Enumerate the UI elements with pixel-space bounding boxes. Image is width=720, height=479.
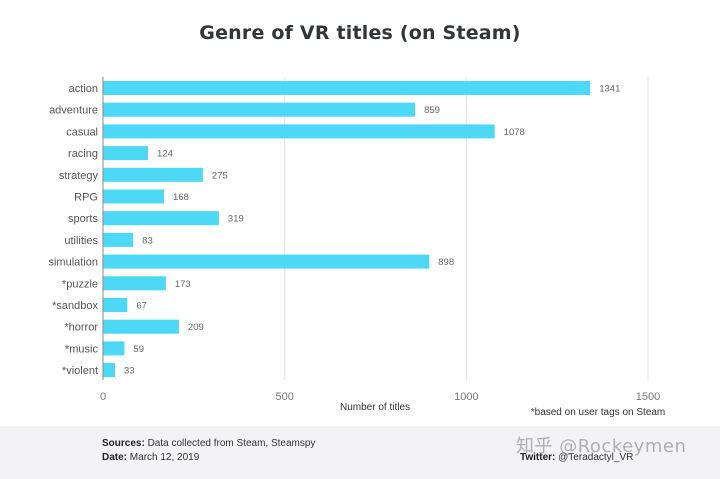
value-label: 898 — [438, 257, 454, 268]
bar-casual — [103, 124, 495, 139]
value-label: 124 — [157, 149, 173, 160]
value-labels: 1341 859 1078 124 275 168 319 83 898 173 67 209 59 33 — [124, 84, 620, 377]
bars — [103, 81, 591, 378]
value-label: 83 — [142, 235, 153, 246]
category-label: utilities — [64, 235, 98, 247]
gridlines — [284, 77, 649, 380]
value-label: 59 — [133, 344, 144, 355]
bar-adventure — [103, 102, 416, 117]
bar-racing — [103, 146, 149, 161]
twitter-handle: @Teradactyl_VR — [558, 452, 634, 463]
bar-violent — [103, 363, 115, 378]
category-labels: action adventure casual racing strategy RPG sp… — [48, 83, 98, 377]
bar-simulation — [103, 254, 430, 269]
sources-text: Data collected from Steam, Steamspy — [147, 438, 316, 449]
x-tick-label: 1500 — [636, 391, 660, 403]
value-label: 67 — [136, 301, 147, 312]
category-label: *sandbox — [52, 300, 98, 312]
value-label: 168 — [173, 192, 189, 203]
sources-line: Sources: Data collected from Steam, Stea… — [102, 438, 315, 449]
x-axis-title: Number of titles — [340, 402, 410, 413]
footnote: *based on user tags on Steam — [531, 407, 666, 418]
x-tick-label: 1000 — [454, 391, 478, 403]
bar-sports — [103, 211, 219, 226]
bar-utilities — [103, 232, 134, 247]
date-label: Date: — [102, 452, 128, 463]
category-label: *music — [65, 343, 99, 355]
twitter-label: Twitter: — [520, 452, 556, 463]
value-label: 1078 — [504, 127, 525, 138]
date-text: March 12, 2019 — [129, 452, 200, 463]
bar-music — [103, 341, 125, 356]
category-label: strategy — [59, 170, 99, 182]
sources-label: Sources: — [102, 438, 145, 449]
value-label: 33 — [124, 366, 135, 377]
x-tick-label: 500 — [275, 391, 293, 403]
value-label: 319 — [228, 214, 244, 225]
x-tick-labels: 0 500 1000 1500 — [100, 391, 660, 403]
category-label: *violent — [62, 365, 98, 377]
bar-horror — [103, 319, 179, 334]
category-label: simulation — [48, 257, 98, 269]
date-line: Date: March 12, 2019 — [102, 452, 199, 463]
category-label: sports — [68, 213, 98, 225]
value-label: 275 — [212, 170, 228, 181]
twitter-line: Twitter: @Teradactyl_VR — [520, 452, 633, 463]
value-label: 209 — [188, 322, 204, 333]
value-label: 173 — [175, 279, 191, 290]
bar-strategy — [103, 167, 203, 182]
category-label: adventure — [49, 105, 98, 117]
category-label: action — [69, 83, 98, 95]
bar-RPG — [103, 189, 165, 204]
bar-chart: action adventure casual racing strategy RPG sp… — [48, 77, 666, 418]
category-label: *horror — [64, 322, 98, 334]
bar-sandbox — [103, 298, 128, 312]
chart-title: Genre of VR titles (on Steam) — [199, 22, 521, 44]
value-label: 1341 — [599, 84, 620, 95]
x-tick-label: 0 — [100, 391, 106, 403]
value-label: 859 — [424, 105, 440, 116]
bar-action — [103, 81, 591, 95]
watermark: 知乎 @Rockeymen — [516, 436, 687, 457]
category-label: *puzzle — [62, 278, 98, 290]
bar-puzzle — [103, 276, 166, 291]
category-label: RPG — [74, 192, 98, 204]
footer: Sources: Data collected from Steam, Stea… — [0, 426, 720, 479]
category-label: casual — [66, 126, 98, 138]
category-label: racing — [68, 148, 98, 160]
